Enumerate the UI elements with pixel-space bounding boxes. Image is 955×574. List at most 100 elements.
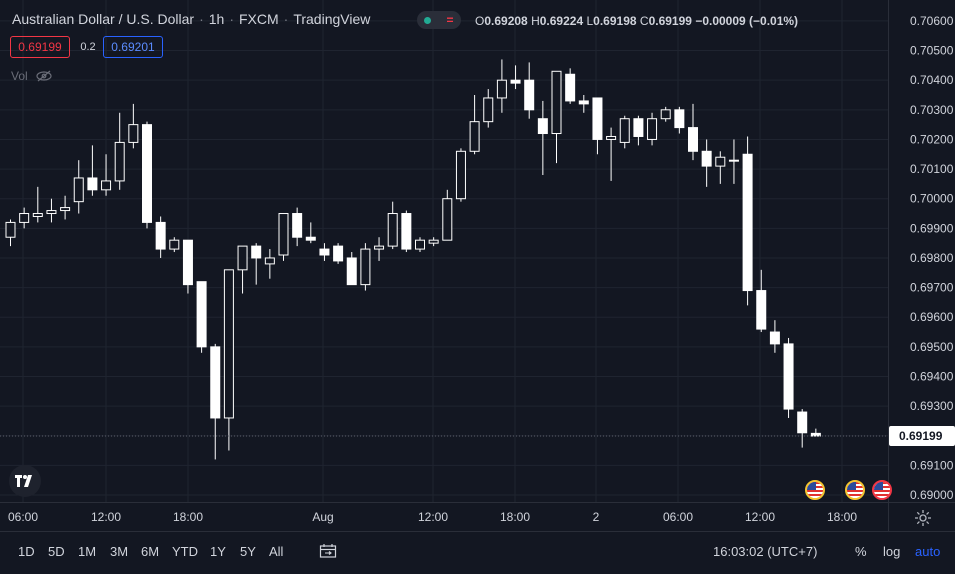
y-tick-label: 0.69800 xyxy=(910,251,954,265)
range-5d-button[interactable]: 5D xyxy=(48,544,65,559)
candle-body-up xyxy=(606,135,617,140)
candle-body-down xyxy=(210,346,221,419)
candle-body-down xyxy=(251,245,262,259)
axis-layer: 0.70600 0.70500 0.70400 0.70300 0.70200 0.701… xyxy=(0,0,955,532)
candle-body-down xyxy=(346,257,357,286)
x-tick-label: Aug xyxy=(312,510,333,524)
eye-hidden-icon[interactable] xyxy=(36,70,52,82)
header-separator: · xyxy=(199,11,204,27)
range-1m-button[interactable]: 1M xyxy=(78,544,97,559)
candle-body-up xyxy=(387,213,398,247)
y-tick-label: 0.69600 xyxy=(910,310,954,324)
x-tick-label: 18:00 xyxy=(827,510,857,524)
ohlc-readout: O0.69208 H0.69224 L0.69198 C0.69199 −0.0… xyxy=(475,14,798,28)
high-value: 0.69224 xyxy=(539,14,584,28)
auto-scale-toggle[interactable]: auto xyxy=(915,544,941,559)
candle-body-down xyxy=(401,213,412,250)
candle-body-down xyxy=(578,100,589,105)
candle-body-up xyxy=(46,210,57,215)
range-all-button[interactable]: All xyxy=(269,544,284,559)
candle-body-up xyxy=(551,70,562,135)
log-scale-toggle[interactable]: log xyxy=(883,544,901,559)
market-open-icon xyxy=(424,16,432,24)
percent-scale-toggle[interactable]: % xyxy=(855,544,867,559)
candle-body-up xyxy=(169,239,180,250)
buy-price-button[interactable]: 0.69201 xyxy=(103,36,163,58)
candle-body-down xyxy=(510,79,521,84)
candle-body-up xyxy=(715,156,726,167)
y-tick-label: 0.70100 xyxy=(910,162,954,176)
y-tick-label: 0.69900 xyxy=(910,221,954,235)
candle-body-down xyxy=(674,109,685,129)
range-1d-button[interactable]: 1D xyxy=(18,544,35,559)
candle-body-down xyxy=(292,213,303,238)
date-range-icon[interactable] xyxy=(319,543,337,559)
y-tick-label: 0.70200 xyxy=(910,132,954,146)
y-tick-label: 0.70600 xyxy=(910,14,954,28)
candle-body-up xyxy=(60,207,71,212)
candle-body-up xyxy=(73,177,84,203)
candle-body-up xyxy=(360,248,371,286)
candle-body-up xyxy=(5,221,16,238)
bottom-toolbar: 1D 5D 1M 3M 6M YTD 1Y 5Y All 16:03:02 (U… xyxy=(0,531,955,574)
candle-body-up xyxy=(455,150,466,200)
candle-body-down xyxy=(742,153,753,292)
range-ytd-button[interactable]: YTD xyxy=(172,544,198,559)
us-event-flag-icon[interactable] xyxy=(872,480,892,500)
y-tick-label: 0.70500 xyxy=(910,44,954,58)
x-tick-label: 12:00 xyxy=(418,510,448,524)
candle-body-down xyxy=(769,331,780,345)
market-status-pill[interactable]: = xyxy=(417,11,461,29)
candle-body-up xyxy=(442,198,453,241)
candle-body-up xyxy=(647,118,658,140)
high-label: H xyxy=(531,14,540,28)
settings-gear-icon[interactable] xyxy=(914,509,932,527)
candle-body-down xyxy=(142,124,152,223)
candle-body-up xyxy=(660,109,671,120)
candle-body-down xyxy=(565,73,576,102)
candle-body-up xyxy=(728,159,739,162)
candle-body-up xyxy=(223,269,234,419)
volume-indicator[interactable]: Vol xyxy=(11,69,52,83)
candle-body-down xyxy=(319,248,330,256)
last-price-label: 0.69199 xyxy=(899,429,943,443)
candle-body-up xyxy=(128,124,139,143)
sell-price-button[interactable]: 0.69199 xyxy=(10,36,70,58)
y-tick-label: 0.70000 xyxy=(910,192,954,206)
us-event-flag-icon[interactable] xyxy=(805,480,825,500)
candle-body-up xyxy=(237,245,248,271)
clock-timezone[interactable]: 16:03:02 (UTC+7) xyxy=(713,544,818,559)
low-value: 0.69198 xyxy=(593,14,637,28)
y-tick-label: 0.70300 xyxy=(910,103,954,117)
candle-body-down xyxy=(797,411,808,434)
candle-body-up xyxy=(428,239,439,244)
candle-body-up xyxy=(19,213,30,223)
interval-label[interactable]: 1h xyxy=(208,11,225,27)
range-6m-button[interactable]: 6M xyxy=(141,544,160,559)
candle-body-down xyxy=(783,343,794,410)
spread-value: 0.2 xyxy=(80,41,96,53)
candle-body-up xyxy=(32,213,43,217)
candle-body-up xyxy=(483,97,494,123)
symbol-name[interactable]: Australian Dollar / U.S. Dollar xyxy=(12,11,195,27)
candle-body-down xyxy=(305,236,316,241)
open-value: 0.69208 xyxy=(484,14,528,28)
range-5y-button[interactable]: 5Y xyxy=(240,544,256,559)
candle-body-up xyxy=(101,180,112,191)
candle-body-down xyxy=(333,245,344,262)
change-value: −0.00009 (−0.01%) xyxy=(695,14,799,28)
x-tick-label: 18:00 xyxy=(173,510,203,524)
symbol-header[interactable]: Australian Dollar / U.S. Dollar · 1h · F… xyxy=(12,11,370,27)
range-3m-button[interactable]: 3M xyxy=(110,544,129,559)
x-tick-label: 2 xyxy=(593,510,600,524)
tradingview-logo-icon[interactable] xyxy=(9,465,41,497)
candle-body-down xyxy=(155,221,166,250)
candle-body-down xyxy=(633,118,644,137)
x-tick-label: 12:00 xyxy=(91,510,121,524)
y-tick-label: 0.69100 xyxy=(910,458,954,472)
range-1y-button[interactable]: 1Y xyxy=(210,544,226,559)
us-event-flag-icon[interactable] xyxy=(845,480,865,500)
x-tick-label: 06:00 xyxy=(663,510,693,524)
volume-label: Vol xyxy=(11,69,28,83)
